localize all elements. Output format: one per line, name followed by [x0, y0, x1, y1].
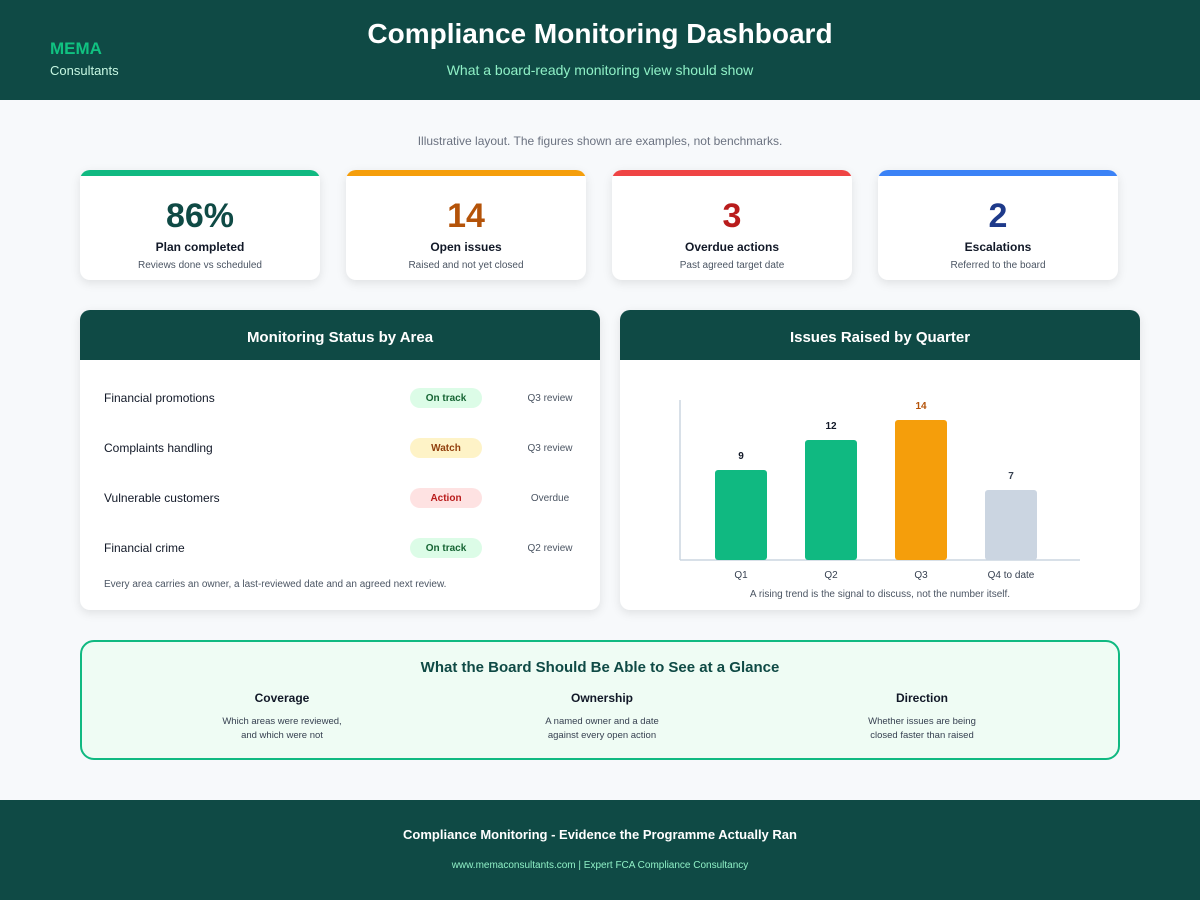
bar-q2: [805, 440, 857, 560]
status-badge: Watch: [410, 438, 482, 458]
kpi-card-escalations: 2 Escalations Referred to the board: [878, 170, 1118, 280]
disclaimer: Illustrative layout. The figures shown a…: [417, 134, 783, 148]
area-name: Complaints handling: [104, 441, 213, 455]
kpi-accent-bar: [878, 170, 1118, 176]
glance-desc-line: against every open action: [547, 730, 657, 741]
kpi-label: Plan completed: [155, 240, 245, 254]
bar-q1: [715, 470, 767, 560]
status-row: Complaints handling Watch Q3 review: [80, 438, 600, 462]
kpi-value: 14: [447, 197, 485, 235]
glance-title: What the Board Should Be Able to See at …: [420, 659, 780, 676]
glance-column-ownership: Ownership A named owner and a date again…: [472, 691, 732, 743]
kpi-value: 3: [722, 197, 742, 235]
kpi-accent-bar: [346, 170, 586, 176]
review-label: Q3 review: [527, 443, 573, 454]
brand-subtitle: Consultants: [50, 63, 119, 78]
kpi-value: 86%: [165, 197, 235, 235]
glance-column-description: A named owner and a date against every o…: [472, 715, 732, 743]
glance-column-description: Whether issues are being closed faster t…: [792, 715, 1052, 743]
kpi-label: Open issues: [430, 240, 502, 254]
glance-desc-line: and which were not: [241, 730, 323, 741]
glance-column-title: Direction: [895, 691, 948, 705]
kpi-label: Escalations: [964, 240, 1032, 254]
review-label: Overdue: [530, 493, 570, 504]
status-badge: Action: [410, 488, 482, 508]
kpi-card-open-issues: 14 Open issues Raised and not yet closed: [346, 170, 586, 280]
status-row: Vulnerable customers Action Overdue: [80, 488, 600, 512]
glance-desc-line: closed faster than raised: [870, 730, 974, 741]
glance-desc-line: Whether issues are being: [868, 716, 976, 727]
glance-column-description: Which areas were reviewed, and which wer…: [152, 715, 412, 743]
x-tick-label: Q1: [734, 570, 748, 581]
area-name: Financial crime: [104, 541, 185, 555]
board-glance-box: What the Board Should Be Able to See at …: [80, 640, 1120, 760]
area-name: Financial promotions: [104, 391, 215, 405]
kpi-value: 2: [988, 197, 1008, 235]
glance-desc-line: Which areas were reviewed,: [222, 716, 342, 727]
panel-title: Monitoring Status by Area: [80, 310, 600, 360]
x-tick-label: Q2: [824, 570, 838, 581]
glance-column-title: Ownership: [570, 691, 633, 705]
footer: Compliance Monitoring - Evidence the Pro…: [0, 800, 1200, 900]
page-title: Compliance Monitoring Dashboard: [367, 18, 833, 49]
glance-column-coverage: Coverage Which areas were reviewed, and …: [152, 691, 412, 743]
glance-column-direction: Direction Whether issues are being close…: [792, 691, 1052, 743]
chart-caption: A rising trend is the signal to discuss,…: [749, 589, 1011, 600]
page-subtitle: What a board-ready monitoring view shoul…: [446, 62, 754, 78]
panel-title: Issues Raised by Quarter: [620, 310, 1140, 360]
header: MEMA Consultants Compliance Monitoring D…: [0, 0, 1200, 100]
glance-column-title: Coverage: [254, 691, 310, 705]
kpi-card-plan-completed: 86% Plan completed Reviews done vs sched…: [80, 170, 320, 280]
kpi-accent-bar: [612, 170, 852, 176]
bar-q4-to-date: [985, 490, 1037, 560]
kpi-accent-bar: [80, 170, 320, 176]
status-badge: On track: [410, 538, 482, 558]
x-tick-label: Q3: [914, 570, 928, 581]
monitoring-status-panel: Monitoring Status by Area Financial prom…: [80, 310, 600, 610]
bar-q3: [895, 420, 947, 560]
review-label: Q3 review: [527, 393, 573, 404]
glance-desc-line: A named owner and a date: [545, 716, 659, 727]
status-row: Financial crime On track Q2 review: [80, 538, 600, 562]
brand-name[interactable]: MEMA: [50, 39, 102, 58]
bar-value-label: 14: [915, 401, 927, 412]
kpi-description: Referred to the board: [950, 260, 1046, 271]
kpi-description: Reviews done vs scheduled: [138, 260, 262, 271]
bar-value-label: 12: [825, 421, 837, 432]
footer-link[interactable]: www.memaconsultants.com | Expert FCA Com…: [451, 860, 749, 871]
kpi-description: Past agreed target date: [679, 260, 785, 271]
review-label: Q2 review: [527, 543, 573, 554]
bar-value-label: 7: [1008, 471, 1014, 482]
issues-bar-chart: 9 Q1 12 Q2 14 Q3 7 Q4 to date: [679, 400, 1080, 581]
issues-chart-panel: Issues Raised by Quarter 9 Q1 12 Q2 14 Q3 7 Q4 …: [620, 310, 1140, 610]
footer-title: Compliance Monitoring - Evidence the Pro…: [403, 827, 797, 842]
bar-value-label: 9: [738, 451, 744, 462]
status-row: Financial promotions On track Q3 review: [80, 388, 600, 412]
kpi-card-overdue-actions: 3 Overdue actions Past agreed target dat…: [612, 170, 852, 280]
area-name: Vulnerable customers: [104, 491, 220, 505]
x-tick-label: Q4 to date: [988, 570, 1035, 581]
panel-note: Every area carries an owner, a last-revi…: [104, 579, 447, 590]
status-badge: On track: [410, 388, 482, 408]
kpi-description: Raised and not yet closed: [408, 260, 524, 271]
kpi-label: Overdue actions: [684, 240, 780, 254]
